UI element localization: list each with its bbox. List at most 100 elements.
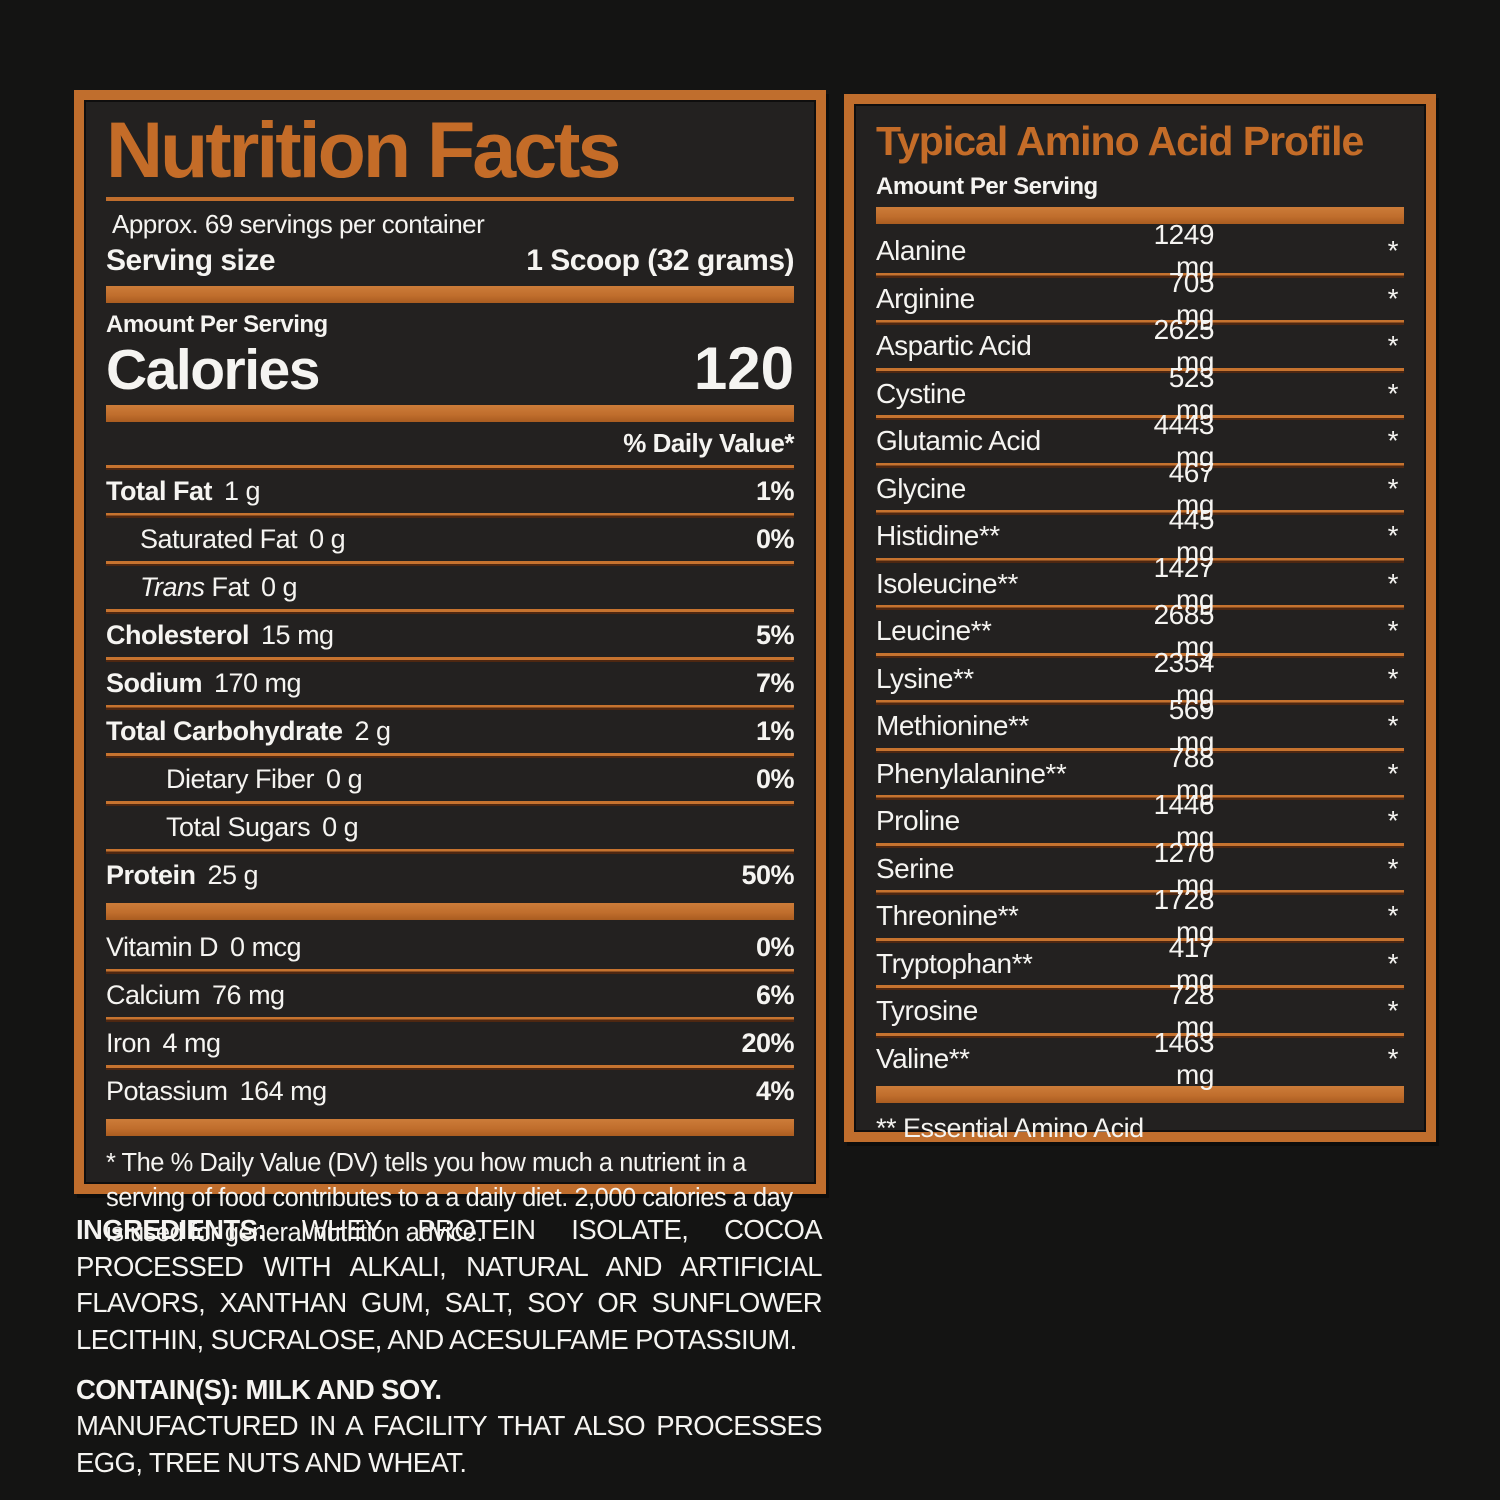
divider: [876, 985, 1404, 990]
nutrient-row: Total Fat 1 g 1%: [106, 470, 795, 513]
divider: [876, 510, 1404, 515]
amino-acid-row: Alanine 1249 mg *: [876, 219, 1404, 282]
amino-acid-name: Aspartic Acid: [876, 330, 1032, 362]
amino-acid-row: Lysine** 2354 mg *: [876, 647, 1404, 710]
amino-acid-note: *: [1387, 472, 1399, 504]
amino-acid-row: Glycine 467 mg *: [876, 457, 1404, 520]
nutrient-row: Protein 25 g 50%: [106, 854, 794, 897]
amino-acid-row: Isoleucine** 1427 mg *: [876, 552, 1404, 615]
amino-acid-name: Lysine**: [876, 662, 974, 694]
amino-acid-note: *: [1387, 282, 1399, 314]
title-rule: [106, 196, 794, 201]
amino-acid-note: *: [1387, 330, 1399, 362]
divider: [876, 842, 1404, 848]
amino-acid-note: *: [1387, 947, 1399, 979]
divider: [876, 415, 1404, 420]
divider: [876, 1032, 1404, 1038]
amino-acid-name: Methionine**: [876, 710, 1029, 742]
calories-value: 120: [693, 334, 794, 402]
amino-acid-row: Glutamic Acid 4443 mg *: [876, 409, 1404, 472]
divider: [876, 462, 1404, 468]
amino-acid-note: *: [1387, 235, 1399, 267]
amino-acid-note: *: [1387, 615, 1399, 647]
divider: [876, 700, 1404, 705]
nutrient-daily-value: 1%: [755, 475, 795, 506]
amino-acid-name: Histidine**: [876, 520, 1000, 552]
nutrient-row: Trans Fat 0 g: [106, 566, 794, 609]
amino-acid-amount: 788 mg: [1168, 741, 1215, 805]
amino-acid-amount: 2685 mg: [1153, 599, 1215, 663]
divider: [106, 1064, 794, 1070]
calories-row: Calories 120: [106, 334, 794, 402]
amino-acid-amount: 1463 mg: [1153, 1026, 1215, 1090]
nutrient-row: Sodium 170 mg 7%: [106, 662, 795, 705]
divider: [876, 795, 1404, 800]
nutrient-daily-value: 0%: [755, 931, 795, 962]
essential-amino-footnote: ** Essential Amino Acid: [876, 1113, 1144, 1143]
nutrient-row: Dietary Fiber 0 g 0%: [106, 758, 795, 801]
amino-acid-note: *: [1387, 425, 1399, 457]
divider: [106, 1016, 794, 1022]
amino-acid-row: Valine** 1463 mg *: [876, 1027, 1404, 1090]
amino-acid-title: Typical Amino Acid Profile: [876, 118, 1364, 164]
separator-bar: [876, 207, 1404, 224]
amino-acid-amount: 1427 mg: [1153, 551, 1215, 615]
nutrient-name-amount: Iron 4 mg: [106, 1027, 221, 1058]
amino-acid-amount: 569 mg: [1168, 694, 1215, 758]
amino-acid-note: *: [1387, 852, 1399, 884]
divider: [106, 848, 794, 854]
daily-value-header: % Daily Value*: [623, 427, 794, 458]
daily-value-footnote: * The % Daily Value (DV) tells you how m…: [106, 1148, 793, 1247]
ingredients-text: INGREDIENTS: WHEY PROTEIN ISOLATE, COCOA…: [76, 1212, 823, 1358]
divider: [876, 747, 1404, 753]
amino-acid-note: *: [1387, 900, 1399, 932]
amino-acid-row: Serine 1270 mg *: [876, 837, 1404, 900]
amino-acid-row: Cystine 523 mg *: [876, 362, 1404, 425]
nutrient-name-amount: Total Sugars 0 g: [166, 811, 359, 842]
serving-size-row: Serving size 1 Scoop (32 grams): [106, 244, 794, 278]
amino-acid-row: Arginine 705 mg *: [876, 267, 1404, 330]
divider: [106, 464, 794, 470]
amino-acid-name: Serine: [876, 852, 954, 884]
amino-acid-amount: 2625 mg: [1153, 314, 1215, 378]
amino-acid-row: Tyrosine 728 mg *: [876, 979, 1404, 1042]
divider: [106, 968, 794, 974]
ingredients-label: INGREDIENTS:: [76, 1214, 267, 1245]
amino-acid-name: Leucine**: [876, 615, 992, 647]
amino-acid-row: Phenylalanine** 788 mg *: [876, 742, 1404, 805]
nutrient-rows: Total Fat 1 g 1% Saturated Fat 0 g 0% Tran…: [106, 470, 795, 897]
amino-acid-amount: 2354 mg: [1153, 646, 1215, 710]
nutrient-daily-value: 20%: [741, 1027, 794, 1058]
amino-acid-name: Cystine: [876, 377, 966, 409]
amino-acid-name: Glutamic Acid: [876, 425, 1041, 457]
amino-acid-name: Glycine: [876, 472, 966, 504]
servings-per-container: Approx. 69 servings per container: [112, 208, 485, 239]
divider: [106, 800, 794, 806]
nutrient-row: Saturated Fat 0 g 0%: [106, 518, 795, 561]
amino-acid-note: *: [1387, 662, 1399, 694]
nutrient-daily-value: 1%: [755, 715, 795, 746]
serving-size-label: Serving size: [106, 243, 276, 277]
amino-acid-row: Proline 1446 mg *: [876, 789, 1404, 852]
divider: [876, 890, 1404, 895]
separator-bar: [106, 404, 794, 422]
amino-acid-amount: 728 mg: [1168, 979, 1215, 1043]
nutrient-daily-value: 6%: [755, 979, 795, 1010]
amino-acid-note: *: [1387, 805, 1399, 837]
amino-acid-row: Methionine** 569 mg *: [876, 694, 1404, 757]
nutrient-daily-value: 4%: [755, 1075, 795, 1106]
nutrient-name-amount: Protein 25 g: [106, 859, 259, 890]
amino-acid-amount: 467 mg: [1168, 456, 1215, 520]
amino-acid-note: *: [1387, 1042, 1399, 1074]
amino-acid-row: Leucine** 2685 mg *: [876, 599, 1404, 662]
nutrient-name-amount: Total Carbohydrate 2 g: [106, 715, 391, 746]
divider: [876, 272, 1404, 278]
nutrient-daily-value: 5%: [755, 619, 795, 650]
amino-acid-amount: 1728 mg: [1153, 884, 1215, 948]
amino-acid-name: Tryptophan**: [876, 947, 1033, 979]
amino-acid-row: Tryptophan** 417 mg *: [876, 932, 1404, 995]
separator-bar: [106, 285, 794, 303]
ingredients-block: INGREDIENTS: WHEY PROTEIN ISOLATE, COCOA…: [76, 1212, 823, 1481]
amino-acid-amount: 1270 mg: [1153, 836, 1215, 900]
